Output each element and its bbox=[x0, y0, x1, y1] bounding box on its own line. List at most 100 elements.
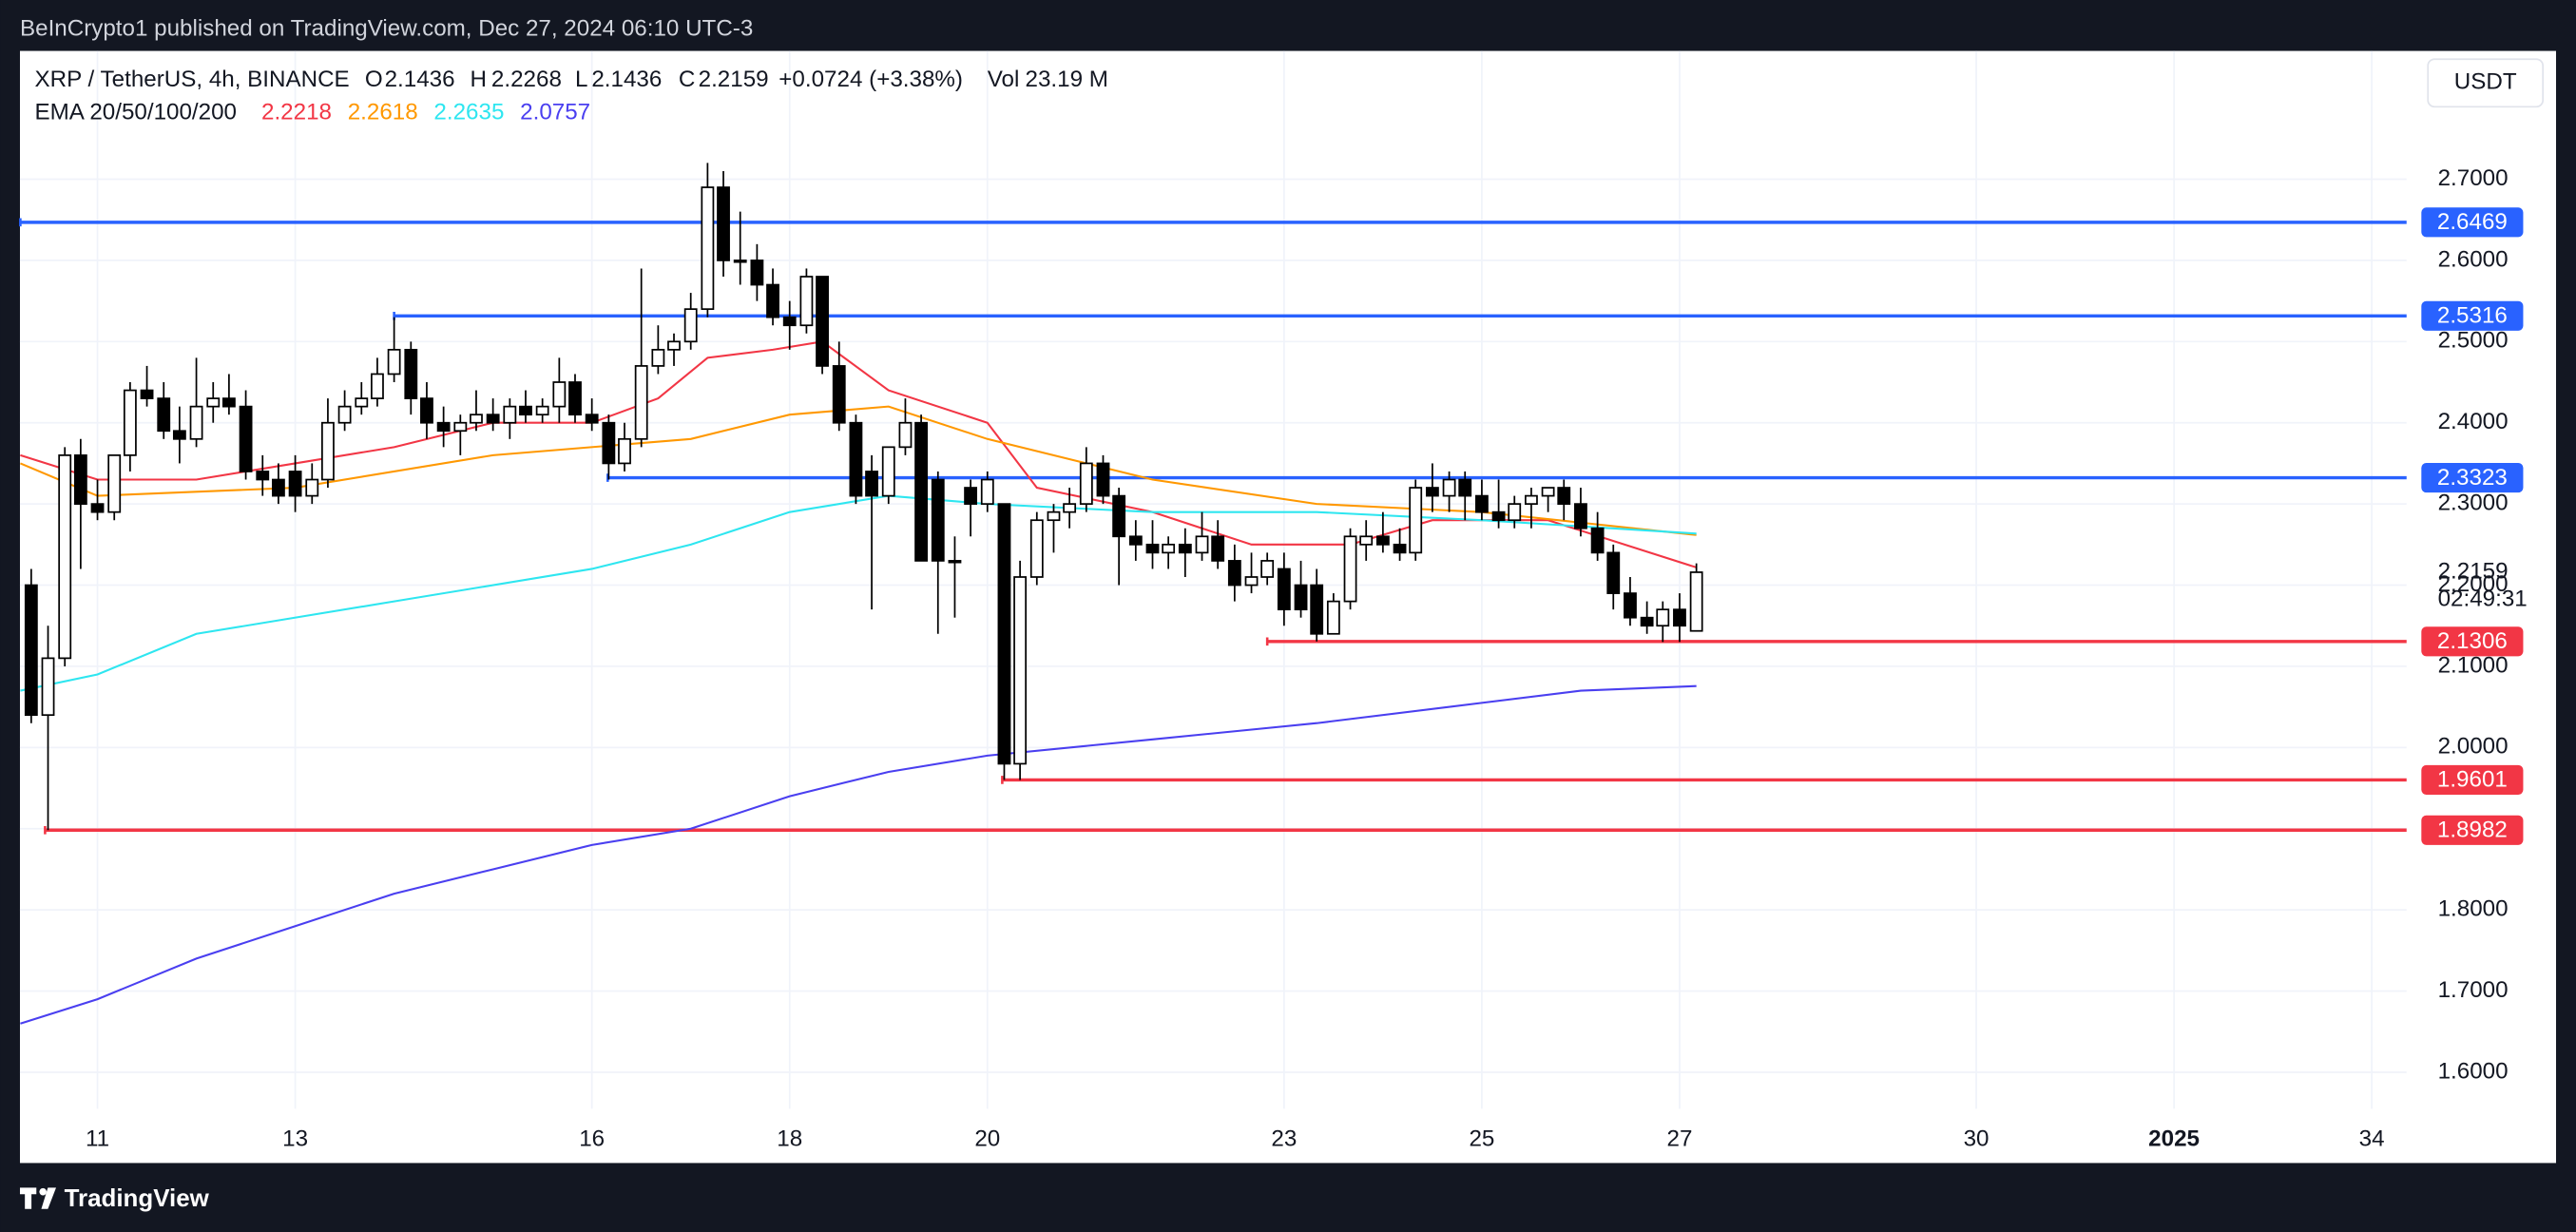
candle-body bbox=[799, 276, 814, 327]
candle-body bbox=[1425, 487, 1439, 497]
open-label: O bbox=[365, 67, 383, 92]
change: +0.0724 (+3.38%) bbox=[779, 67, 963, 92]
candle-body bbox=[1326, 600, 1340, 635]
candle-body bbox=[980, 478, 994, 505]
candle-body bbox=[1096, 462, 1110, 497]
close-label: C bbox=[679, 67, 695, 92]
candle-body bbox=[634, 365, 648, 440]
candle-body bbox=[58, 454, 72, 660]
candle-body bbox=[701, 186, 715, 311]
x-tick-label: 23 bbox=[1271, 1126, 1297, 1152]
current-price: 2.2159 bbox=[2438, 558, 2509, 584]
candle-body bbox=[355, 397, 369, 408]
candle-body bbox=[1491, 510, 1506, 522]
low-label: L bbox=[575, 67, 587, 92]
level-label: 2.1306 bbox=[2437, 628, 2508, 654]
level-label: 2.5316 bbox=[2437, 303, 2508, 329]
candle-body bbox=[683, 308, 698, 343]
ema-line bbox=[20, 494, 1697, 692]
candle-body bbox=[1211, 535, 1225, 562]
candle-body bbox=[1475, 494, 1489, 513]
candle-body bbox=[964, 487, 978, 505]
candle-body bbox=[618, 437, 631, 465]
ema-legend-value: 2.2618 bbox=[348, 100, 418, 125]
candle-body bbox=[733, 260, 747, 263]
candle-body bbox=[239, 405, 253, 472]
candle-body bbox=[1590, 527, 1605, 554]
candle-body bbox=[766, 283, 779, 318]
currency-button[interactable] bbox=[2427, 58, 2545, 108]
candle-body bbox=[1525, 494, 1538, 505]
y-tick-label: 2.4000 bbox=[2438, 409, 2509, 434]
candle-body bbox=[602, 421, 616, 465]
candle-body bbox=[404, 348, 418, 399]
open-value: 2.1436 bbox=[385, 67, 455, 92]
candle-body bbox=[1145, 543, 1160, 554]
candle-body bbox=[371, 373, 384, 399]
currency[interactable]: USDT bbox=[2454, 69, 2517, 95]
candle-body bbox=[1294, 584, 1308, 611]
candle-body bbox=[865, 471, 878, 497]
x-tick-label: 2025 bbox=[2148, 1126, 2200, 1152]
countdown: 02:49:31 bbox=[2438, 587, 2528, 612]
candle-body bbox=[1624, 592, 1637, 619]
level-label-box bbox=[2421, 300, 2524, 331]
y-tick-label: 2.0000 bbox=[2438, 734, 2509, 760]
grid bbox=[19, 50, 2407, 1109]
candle-body bbox=[157, 397, 171, 433]
candle-body bbox=[1673, 608, 1686, 627]
low-value: 2.1436 bbox=[591, 67, 662, 92]
y-tick-label: 2.3000 bbox=[2438, 491, 2509, 516]
candle-body bbox=[256, 471, 270, 481]
candle-body bbox=[1112, 494, 1126, 538]
candle-body bbox=[948, 560, 962, 564]
ema-line bbox=[20, 340, 1697, 568]
y-tick-label: 1.7000 bbox=[2438, 977, 2509, 1003]
ema-legend-value: 2.2635 bbox=[433, 100, 504, 125]
candle-body bbox=[1227, 560, 1241, 587]
levels bbox=[19, 218, 2407, 835]
y-tick-label: 1.8000 bbox=[2438, 896, 2509, 922]
ema-legend-value: 2.2218 bbox=[261, 100, 332, 125]
x-tick-label: 30 bbox=[1964, 1126, 1990, 1152]
y-tick-label: 2.2000 bbox=[2438, 571, 2509, 597]
candle-body bbox=[1013, 576, 1028, 765]
level-label-box bbox=[2421, 207, 2524, 238]
candle-body bbox=[1128, 535, 1143, 546]
ema-legend: 2.2218 2.2618 2.2635 2.0757 bbox=[261, 100, 590, 125]
candle-body bbox=[782, 316, 797, 327]
candle-body bbox=[1640, 616, 1654, 627]
candle-body bbox=[1310, 584, 1324, 635]
x-tick-label: 25 bbox=[1469, 1126, 1494, 1152]
candle-body bbox=[206, 397, 221, 408]
candle-body bbox=[321, 421, 335, 481]
candle-body bbox=[123, 389, 137, 456]
candle-body bbox=[535, 405, 549, 416]
volume-label: Vol bbox=[988, 67, 1020, 92]
candle-body bbox=[1689, 571, 1703, 632]
candle-body bbox=[24, 584, 38, 717]
candle-body bbox=[1047, 510, 1061, 522]
level-label-box bbox=[2421, 815, 2524, 845]
level-label-box bbox=[2421, 764, 2524, 795]
candle-body bbox=[1393, 543, 1407, 554]
candle-body bbox=[387, 348, 401, 375]
candles bbox=[24, 163, 1703, 831]
close-value: 2.2159 bbox=[699, 67, 769, 92]
candle-body bbox=[1409, 487, 1423, 554]
candle-body bbox=[41, 657, 55, 717]
candle-body bbox=[651, 348, 665, 367]
candle-body bbox=[832, 365, 846, 424]
candle-body bbox=[1442, 478, 1456, 497]
candle-body bbox=[305, 478, 319, 497]
candle-body bbox=[1195, 535, 1209, 554]
level-label-box bbox=[2421, 462, 2524, 493]
footer-logo: TradingView bbox=[65, 1185, 210, 1212]
candle-body bbox=[1557, 487, 1571, 505]
x-tick-label: 13 bbox=[282, 1126, 308, 1152]
footer-logo-icon bbox=[19, 1187, 56, 1209]
level-label: 1.9601 bbox=[2437, 767, 2508, 793]
candle-body bbox=[503, 405, 517, 424]
